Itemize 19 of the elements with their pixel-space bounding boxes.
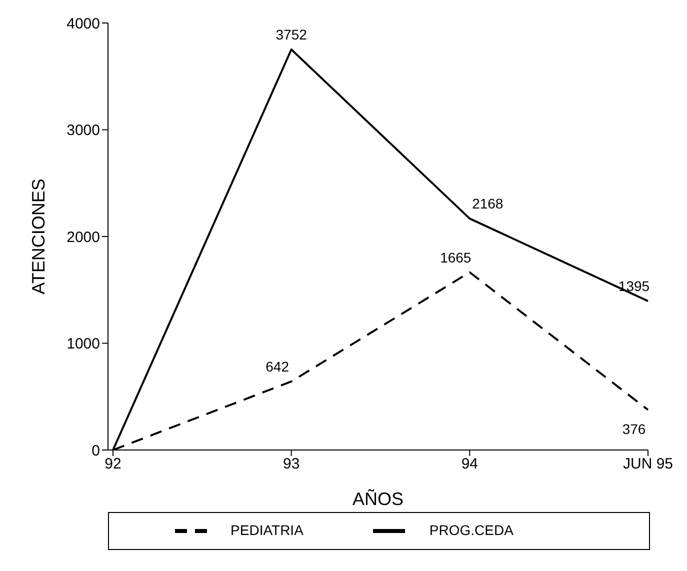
y-tick-label: 1000 bbox=[66, 336, 100, 353]
data-label: 3752 bbox=[276, 26, 308, 42]
data-label: 642 bbox=[266, 358, 290, 374]
x-tick-label: 94 bbox=[461, 456, 478, 473]
x-tick-label: JUN 95 bbox=[622, 456, 674, 473]
y-tick-label: 3000 bbox=[66, 122, 100, 140]
legend-label: PROG.CEDA bbox=[429, 522, 514, 538]
y-tick-label: 4000 bbox=[66, 15, 100, 32]
x-tick-label: 92 bbox=[104, 456, 122, 473]
x-axis-title: AÑOS bbox=[352, 489, 404, 509]
legend-label: PEDIATRIA bbox=[230, 522, 304, 538]
data-label: 1665 bbox=[440, 249, 472, 266]
data-label: 1395 bbox=[618, 278, 650, 294]
data-label: 376 bbox=[622, 420, 646, 437]
x-tick-label: 93 bbox=[282, 456, 300, 473]
y-tick-label: 0 bbox=[92, 442, 100, 460]
data-label: 2168 bbox=[472, 196, 504, 212]
y-axis-title: ATENCIONES bbox=[28, 178, 48, 294]
y-tick-label: 2000 bbox=[66, 228, 100, 246]
